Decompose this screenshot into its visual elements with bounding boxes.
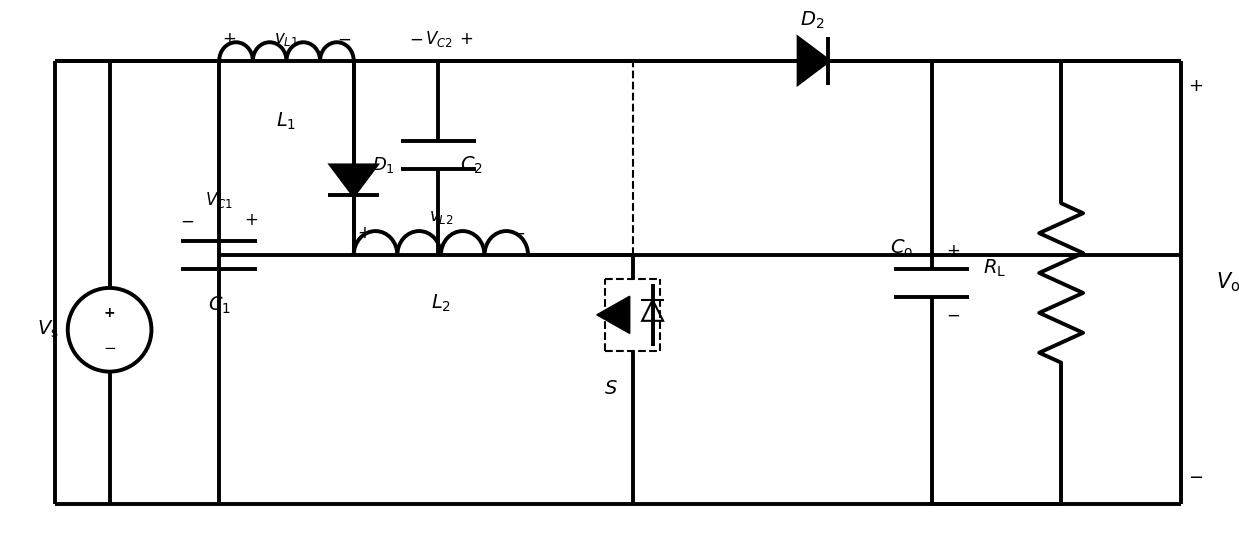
Text: $V_{C2}$: $V_{C2}$	[425, 29, 452, 49]
Text: $v_{L1}$: $v_{L1}$	[274, 30, 299, 48]
Text: $L_2$: $L_2$	[431, 293, 451, 314]
Text: $-$: $-$	[409, 30, 424, 48]
Text: $+$: $+$	[222, 30, 237, 48]
Text: $+$: $+$	[244, 211, 258, 229]
Text: $-$: $-$	[510, 224, 525, 242]
Text: $S$: $S$	[603, 379, 618, 398]
Text: +: +	[104, 306, 115, 320]
Text: $v_{L2}$: $v_{L2}$	[429, 208, 453, 226]
Polygon shape	[799, 39, 829, 83]
Text: $C_2$: $C_2$	[461, 155, 483, 176]
Polygon shape	[597, 296, 629, 333]
Text: $-$: $-$	[1188, 467, 1203, 485]
Text: $+$: $+$	[947, 242, 960, 260]
Text: $V_{C1}$: $V_{C1}$	[206, 190, 233, 210]
Text: $V_{\mathrm{o}}$: $V_{\mathrm{o}}$	[1217, 271, 1239, 294]
Text: $+$: $+$	[460, 30, 473, 48]
Text: $-$: $-$	[103, 339, 116, 354]
Text: $-$: $-$	[947, 306, 960, 324]
Text: $D_1$: $D_1$	[372, 155, 394, 175]
Text: $D_2$: $D_2$	[800, 10, 824, 31]
Text: $-$: $-$	[337, 30, 351, 48]
Text: $+$: $+$	[357, 224, 370, 242]
Text: $L_1$: $L_1$	[276, 111, 296, 132]
Text: $C_1$: $C_1$	[208, 295, 230, 316]
Polygon shape	[331, 165, 377, 195]
Text: $R_{\mathrm{L}}$: $R_{\mathrm{L}}$	[984, 257, 1006, 279]
Text: $V_{\mathrm{s}}$: $V_{\mathrm{s}}$	[37, 319, 58, 340]
Text: $-$: $-$	[180, 211, 195, 229]
Text: $C_{\mathrm{o}}$: $C_{\mathrm{o}}$	[891, 238, 913, 259]
Text: $+$: $+$	[1188, 77, 1203, 95]
